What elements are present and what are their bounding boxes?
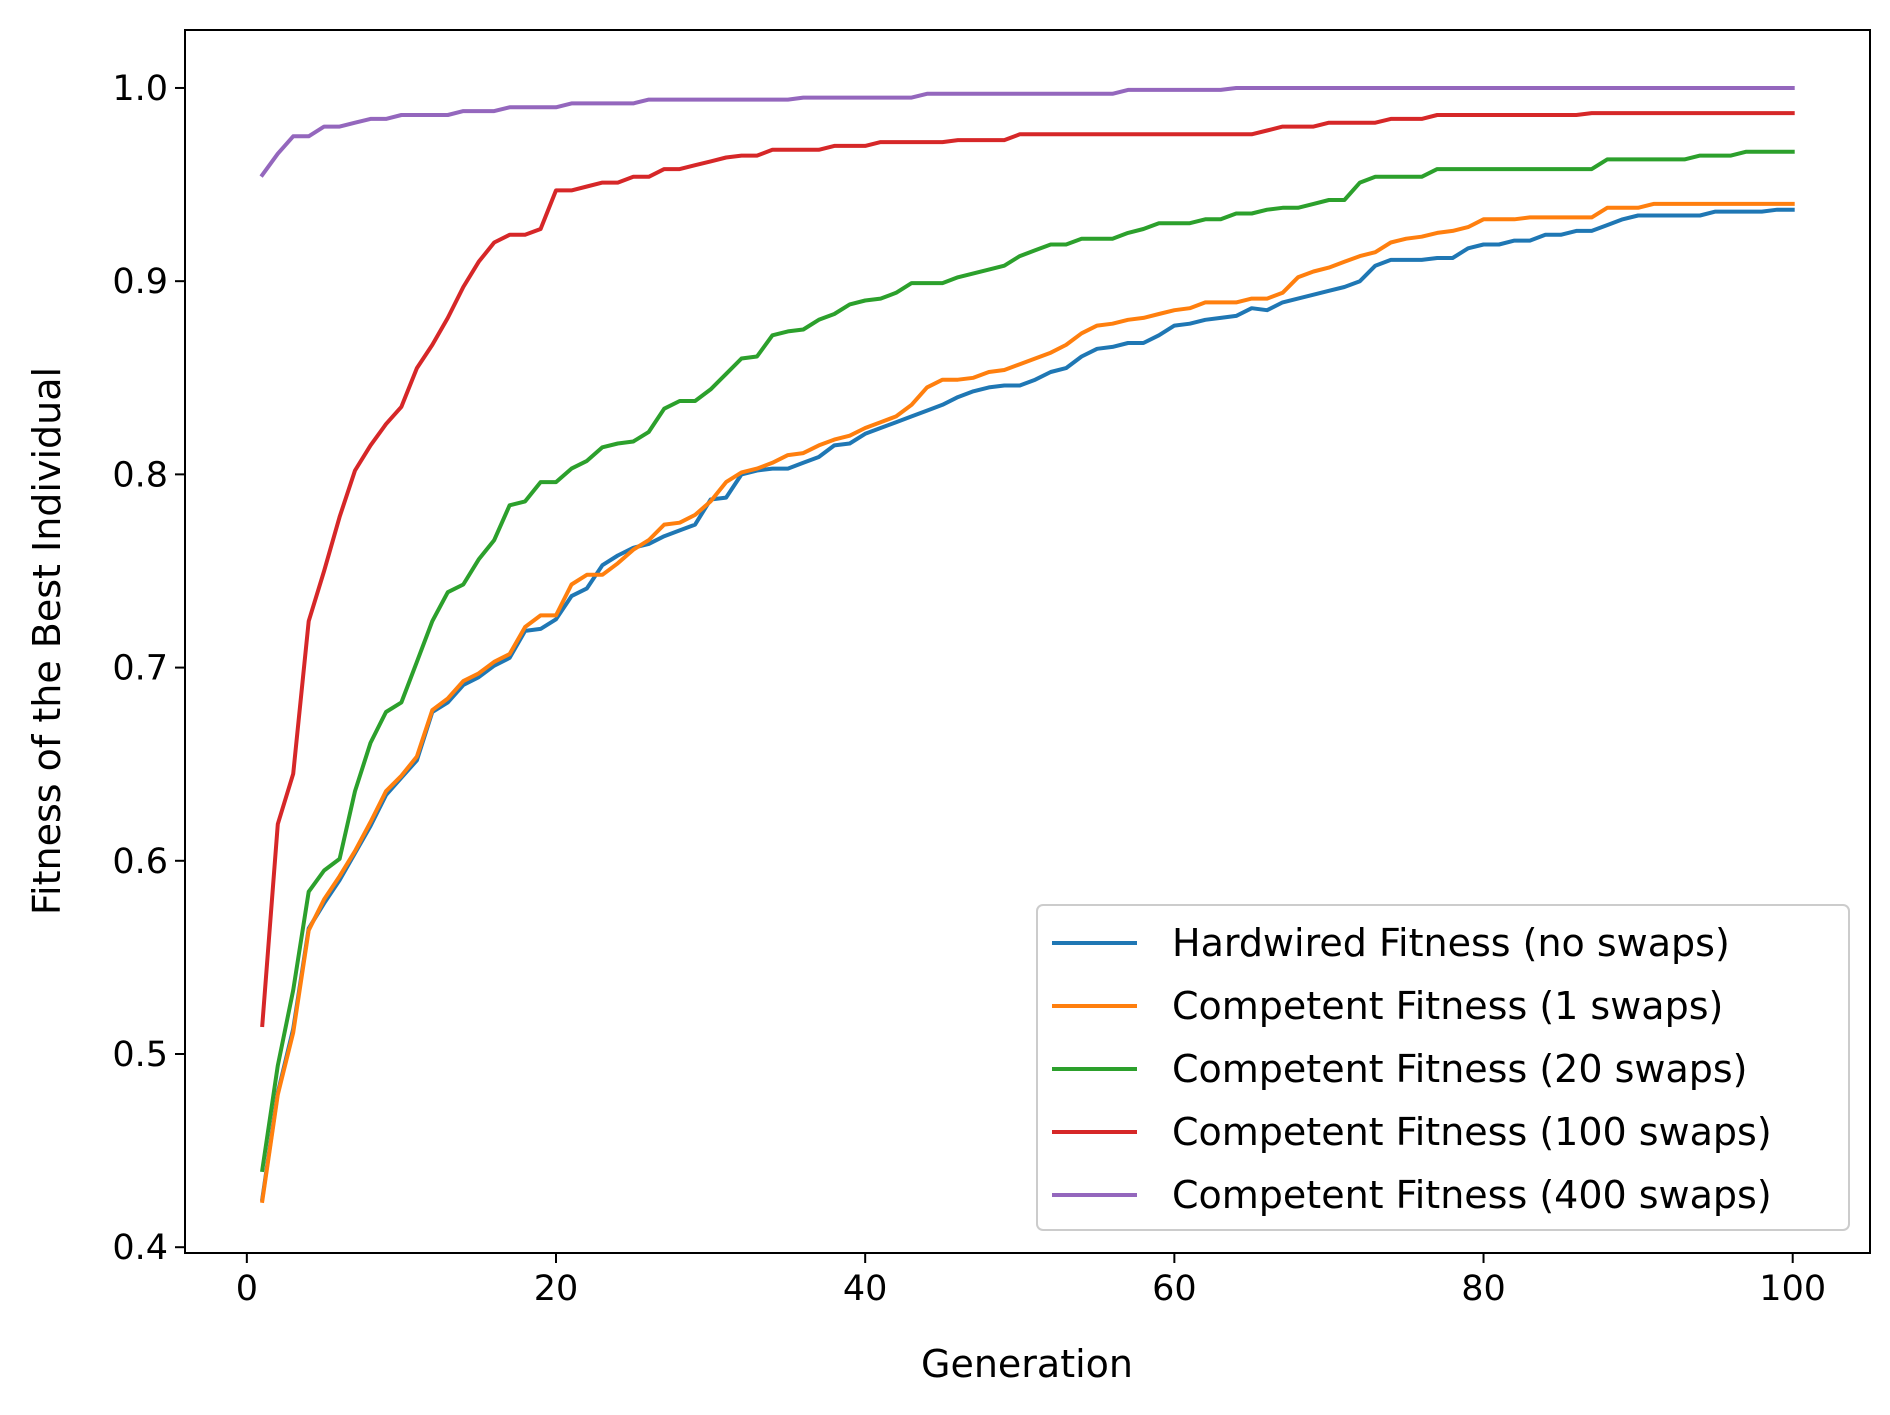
series-line-4: [259, 86, 1795, 178]
legend-label-1: Competent Fitness (1 swaps): [1172, 984, 1723, 1028]
legend-label-2: Competent Fitness (20 swaps): [1172, 1047, 1748, 1091]
series-line-2: [260, 149, 1795, 1173]
y-tick-label: 0.7: [112, 649, 168, 689]
y-axis: 0.4 0.5 0.6 0.7 0.8 0.9 1.0: [112, 69, 185, 1268]
legend: Hardwired Fitness (no swaps) Competent Fi…: [1036, 904, 1850, 1231]
x-axis-label: Generation: [921, 1342, 1133, 1386]
y-tick-label: 0.5: [112, 1035, 168, 1075]
y-axis-label: Fitness of the Best Individual: [25, 367, 69, 915]
y-tick-label: 0.6: [112, 842, 168, 882]
x-tick-label: 40: [843, 1269, 888, 1309]
x-tick-label: 80: [1461, 1269, 1506, 1309]
x-axis: 0 20 40 60 80 100: [236, 1253, 1826, 1309]
series-line-1: [260, 201, 1795, 1204]
legend-label-3: Competent Fitness (100 swaps): [1172, 1110, 1772, 1154]
plot-area-frame: [184, 29, 1871, 1254]
legend-box: [1036, 904, 1850, 1231]
x-tick-label: 0: [236, 1269, 258, 1309]
legend-label-0: Hardwired Fitness (no swaps): [1172, 921, 1730, 965]
x-tick-label: 100: [1759, 1269, 1826, 1309]
y-tick-label: 0.4: [112, 1228, 168, 1268]
x-tick-label: 60: [1152, 1269, 1197, 1309]
series-line-3: [260, 111, 1795, 1028]
legend-label-4: Competent Fitness (400 swaps): [1172, 1173, 1772, 1217]
y-tick-label: 0.8: [112, 455, 168, 495]
series-layer: [259, 86, 1795, 1204]
y-tick-label: 0.9: [112, 262, 168, 302]
x-tick-label: 20: [534, 1269, 579, 1309]
y-tick-label: 1.0: [112, 69, 168, 109]
